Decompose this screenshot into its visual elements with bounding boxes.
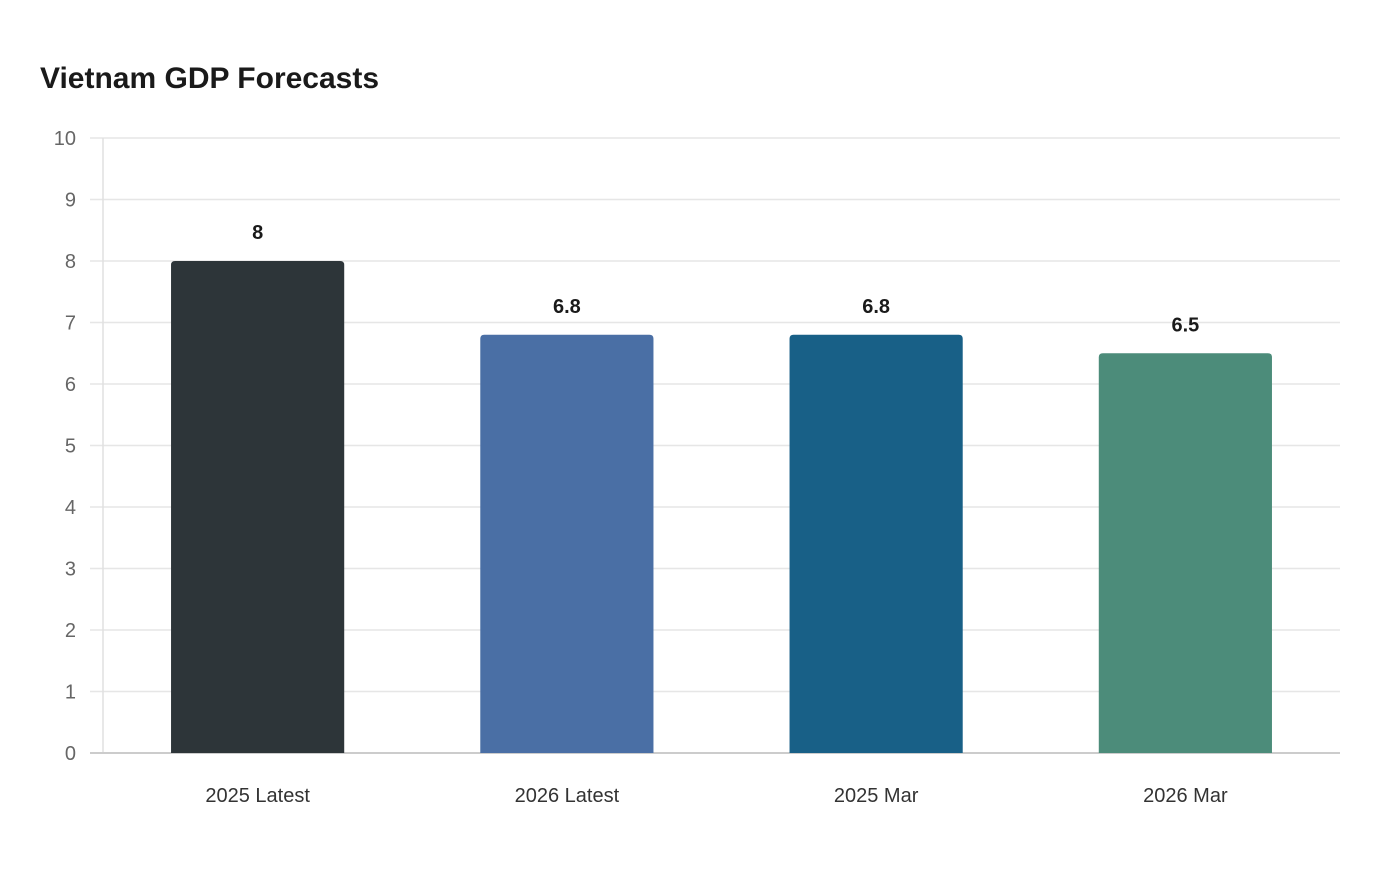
y-tick-label: 4	[65, 497, 76, 519]
y-tick-label: 7	[65, 313, 76, 335]
x-tick-label: 2026 Mar	[1143, 785, 1228, 807]
bar-value-label: 6.5	[1171, 314, 1199, 336]
bar	[480, 334, 654, 753]
bar-value-label: 6.8	[862, 296, 890, 318]
y-tick-label: 5	[65, 436, 76, 458]
y-axis-ticks: 0 1 2 3 4 5 6 7 8 9 10	[54, 128, 76, 765]
bar-value-label: 8	[252, 222, 263, 244]
x-tick-label: 2026 Latest	[515, 785, 620, 807]
bar	[171, 261, 345, 753]
data-labels: 8 6.8 6.8 6.5	[252, 222, 1199, 336]
bar-value-label: 6.8	[553, 296, 581, 318]
y-tick-label: 0	[65, 743, 76, 765]
y-tick-label: 6	[65, 374, 76, 396]
chart-title: Vietnam GDP Forecasts	[40, 62, 380, 95]
y-tick-label: 8	[65, 251, 76, 273]
bar	[789, 334, 963, 753]
x-axis-ticks: 2025 Latest 2026 Latest 2025 Mar 2026 Mar	[205, 785, 1228, 807]
y-tick-label: 2	[65, 620, 76, 642]
x-tick-label: 2025 Latest	[205, 785, 310, 807]
x-tick-label: 2025 Mar	[834, 785, 919, 807]
y-tick-label: 9	[65, 190, 76, 212]
y-tick-label: 3	[65, 559, 76, 581]
bar	[1098, 353, 1272, 753]
y-tick-label: 10	[54, 128, 76, 150]
bars	[171, 261, 1272, 753]
y-tick-label: 1	[65, 682, 76, 704]
